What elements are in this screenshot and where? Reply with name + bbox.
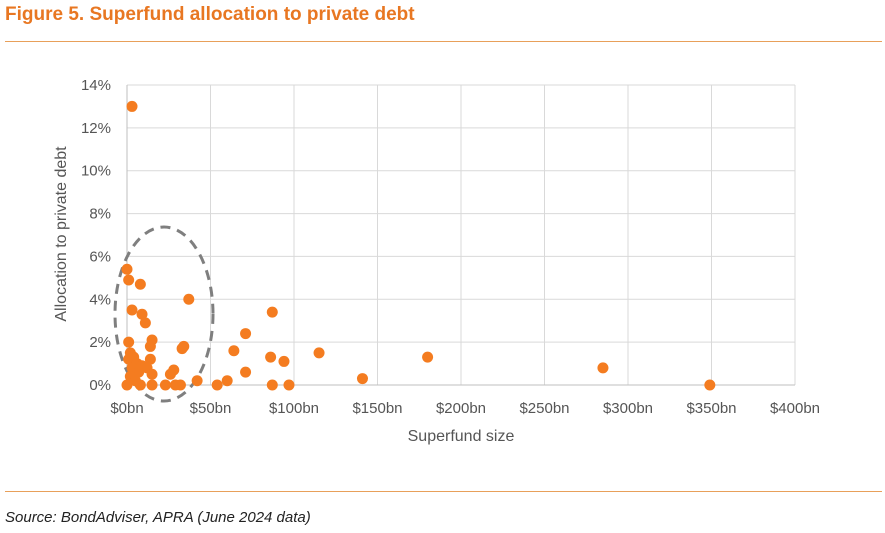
x-tick-label: $50bn <box>190 400 232 417</box>
data-point <box>422 351 434 363</box>
data-point <box>136 308 148 320</box>
data-point <box>266 306 278 318</box>
data-point <box>266 379 278 391</box>
x-tick-label: $100bn <box>269 400 319 417</box>
data-point <box>164 368 176 380</box>
data-point <box>191 375 203 387</box>
data-point <box>123 336 135 348</box>
axes <box>126 85 795 386</box>
data-point <box>123 274 135 286</box>
scatter-chart: 0% 2% 4% 6% 8% 10% 12% 14% $0bn $50bn $100bn $150bn… <box>53 77 820 445</box>
figure-title: Figure 5. Superfund allocation to privat… <box>5 4 415 25</box>
data-point <box>240 328 252 340</box>
y-tick-label: 8% <box>89 206 111 223</box>
data-point <box>597 362 609 374</box>
x-tick-label: $300bn <box>603 400 653 417</box>
data-point <box>146 379 158 391</box>
y-tick-label: 6% <box>89 248 111 265</box>
x-tick-label: $150bn <box>352 400 402 417</box>
data-point <box>221 375 233 387</box>
gridlines <box>127 84 796 385</box>
y-axis-title: Allocation to private debt <box>53 146 70 322</box>
data-point <box>265 351 277 363</box>
data-point <box>211 379 223 391</box>
x-tick-label: $350bn <box>686 400 736 417</box>
data-point <box>126 100 138 112</box>
data-point <box>159 379 171 391</box>
data-point <box>126 304 138 316</box>
data-point <box>704 379 716 391</box>
x-tick-label: $250bn <box>519 400 569 417</box>
data-point <box>356 373 368 385</box>
data-point <box>283 379 295 391</box>
x-axis-title: Superfund size <box>408 428 515 445</box>
data-point <box>240 366 252 378</box>
data-point <box>278 355 290 367</box>
data-point <box>144 340 156 352</box>
data-points <box>121 100 716 391</box>
y-tick-label: 2% <box>89 334 111 351</box>
source-note: Source: BondAdviser, APRA (June 2024 dat… <box>5 509 311 526</box>
data-point <box>121 263 133 275</box>
data-point <box>174 379 186 391</box>
y-tick-label: 12% <box>81 120 111 137</box>
y-tick-label: 14% <box>81 77 111 94</box>
data-point <box>134 278 146 290</box>
data-point <box>183 293 195 305</box>
y-tick-label: 0% <box>89 377 111 394</box>
x-tick-label: $0bn <box>110 400 143 417</box>
data-point <box>313 347 325 359</box>
data-point <box>139 317 151 329</box>
bottom-divider <box>5 491 882 492</box>
x-tick-label: $200bn <box>436 400 486 417</box>
tick-labels: 0% 2% 4% 6% 8% 10% 12% 14% $0bn $50bn $100bn $150bn… <box>81 77 820 417</box>
y-tick-label: 4% <box>89 291 111 308</box>
data-point <box>121 379 133 391</box>
small-funds-highlight-ellipse <box>113 225 215 403</box>
data-point <box>228 345 240 357</box>
data-point <box>146 368 158 380</box>
data-point <box>176 343 188 355</box>
y-tick-label: 10% <box>81 163 111 180</box>
data-point <box>144 353 156 365</box>
x-tick-label: $400bn <box>770 400 820 417</box>
data-point <box>133 366 145 378</box>
data-point <box>134 379 146 391</box>
top-divider <box>5 41 882 42</box>
